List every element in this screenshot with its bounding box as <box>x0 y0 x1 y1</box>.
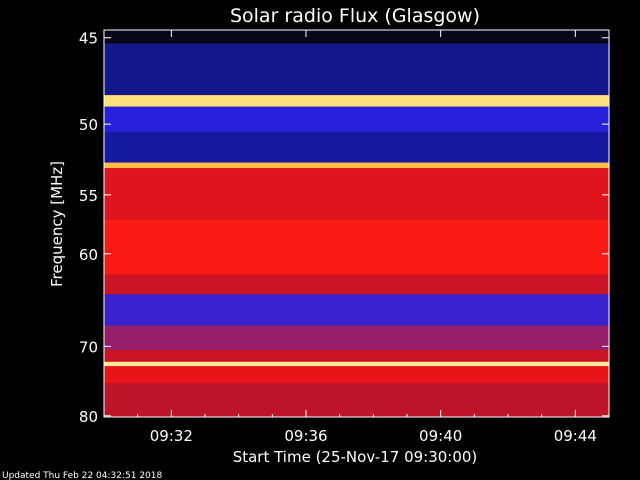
heatmap-band <box>104 106 609 132</box>
y-tick-label: 70 <box>79 338 98 356</box>
y-tick-label: 45 <box>79 30 98 48</box>
heatmap-band <box>104 95 609 107</box>
heatmap-band <box>104 383 609 417</box>
x-tick-label: 09:32 <box>150 427 193 445</box>
updated-timestamp: Updated Thu Feb 22 04:32:51 2018 <box>2 471 163 480</box>
y-axis-label: Frequency [MHz] <box>48 161 66 287</box>
heatmap-band <box>104 43 609 96</box>
axis-ticks: 45 50 55 60 70 80 09:32 09:36 09:40 09:44 <box>79 30 609 445</box>
plot-frame <box>103 29 610 418</box>
heatmap-band <box>104 168 609 220</box>
x-axis-label: Start Time (25-Nov-17 09:30:00) <box>233 448 478 466</box>
heatmap-band <box>104 325 609 351</box>
y-tick-label: 80 <box>79 408 98 426</box>
heatmap-band <box>104 366 609 384</box>
x-tick-label: 09:36 <box>284 427 327 445</box>
chart-title: Solar radio Flux (Glasgow) <box>230 5 480 27</box>
heatmap-band <box>104 361 609 367</box>
heatmap-band <box>104 274 609 295</box>
heatmap-band <box>104 294 609 326</box>
heatmap-band <box>104 219 609 275</box>
y-tick-label: 55 <box>79 187 98 205</box>
x-tick-label: 09:44 <box>554 427 597 445</box>
spectrogram-heatmap <box>104 30 609 417</box>
heatmap-band <box>104 350 609 362</box>
x-tick-label: 09:40 <box>419 427 462 445</box>
heatmap-band <box>104 131 609 163</box>
heatmap-band <box>104 30 609 44</box>
y-tick-label: 60 <box>79 246 98 264</box>
y-tick-label: 50 <box>79 116 98 134</box>
heatmap-band <box>104 162 609 169</box>
